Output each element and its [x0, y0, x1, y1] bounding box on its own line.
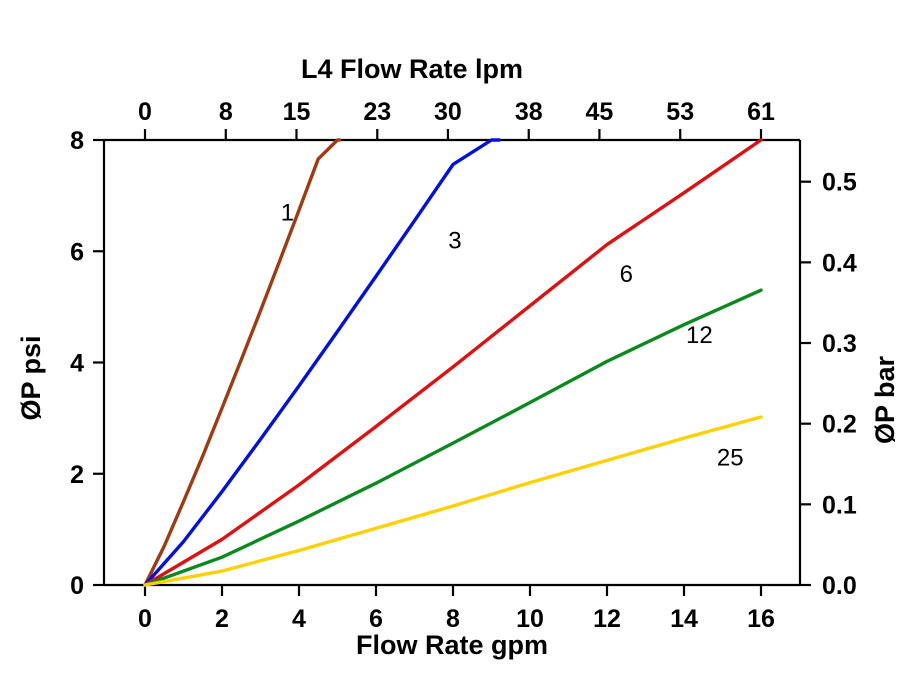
bottom-tick-label: 6 [369, 605, 383, 633]
top-tick-label: 8 [219, 98, 233, 126]
right-tick-label: 0.0 [822, 572, 857, 600]
series-label-group: 1 3 6 12 25 [281, 200, 744, 472]
series-label-25: 25 [717, 444, 744, 471]
series-label-1: 1 [281, 200, 294, 227]
right-tick-label: 0.2 [822, 411, 857, 439]
plot-frame [102, 138, 802, 587]
top-tick-label: 53 [666, 98, 694, 126]
top-tick-label: 23 [363, 98, 391, 126]
left-tick-label: 8 [70, 127, 84, 155]
left-tick-label: 6 [70, 238, 84, 266]
right-tick-label: 0.5 [822, 169, 857, 197]
right-tick-label: 0.1 [822, 491, 857, 519]
left-tick-label: 4 [70, 350, 84, 378]
series-line-3 [143, 138, 501, 587]
data-series-group [143, 138, 763, 587]
right-tick-label: 0.4 [822, 249, 857, 277]
bottom-axis-title: Flow Rate gpm [356, 630, 548, 660]
top-tick-label: 30 [434, 98, 462, 126]
top-tick-label: 0 [138, 98, 152, 126]
right-axis: 0.0 0.1 0.2 0.3 0.4 0.5 [800, 169, 857, 600]
bottom-tick-label: 14 [670, 605, 698, 633]
series-label-3: 3 [448, 227, 461, 254]
bottom-tick-label: 2 [215, 605, 229, 633]
top-tick-label: 45 [586, 98, 614, 126]
left-axis: 0 2 4 6 8 [70, 127, 104, 600]
left-tick-label: 0 [70, 572, 84, 600]
series-label-6: 6 [620, 261, 633, 288]
bottom-tick-label: 12 [593, 605, 621, 633]
bottom-tick-label: 4 [292, 605, 306, 633]
series-label-12: 12 [686, 322, 713, 349]
top-axis-title: L4 Flow Rate lpm [301, 54, 523, 84]
series-line-6 [143, 138, 763, 587]
top-tick-label: 38 [515, 98, 543, 126]
bottom-axis: 0 2 4 6 8 10 12 14 16 [138, 585, 775, 633]
right-tick-label: 0.3 [822, 330, 857, 358]
top-axis: 0 8 15 23 30 38 45 53 61 [138, 98, 775, 140]
bottom-tick-label: 10 [516, 605, 544, 633]
left-axis-title: ØP psi [16, 335, 46, 420]
top-tick-label: 61 [747, 98, 775, 126]
bottom-tick-label: 8 [446, 605, 460, 633]
bottom-tick-label: 0 [138, 605, 152, 633]
series-line-1 [143, 138, 342, 587]
top-tick-label: 15 [283, 98, 311, 126]
right-axis-title: ØP bar [870, 355, 900, 444]
bottom-tick-label: 16 [747, 605, 775, 633]
series-line-25 [143, 415, 763, 587]
series-line-12 [143, 288, 763, 587]
left-tick-label: 2 [70, 461, 84, 489]
